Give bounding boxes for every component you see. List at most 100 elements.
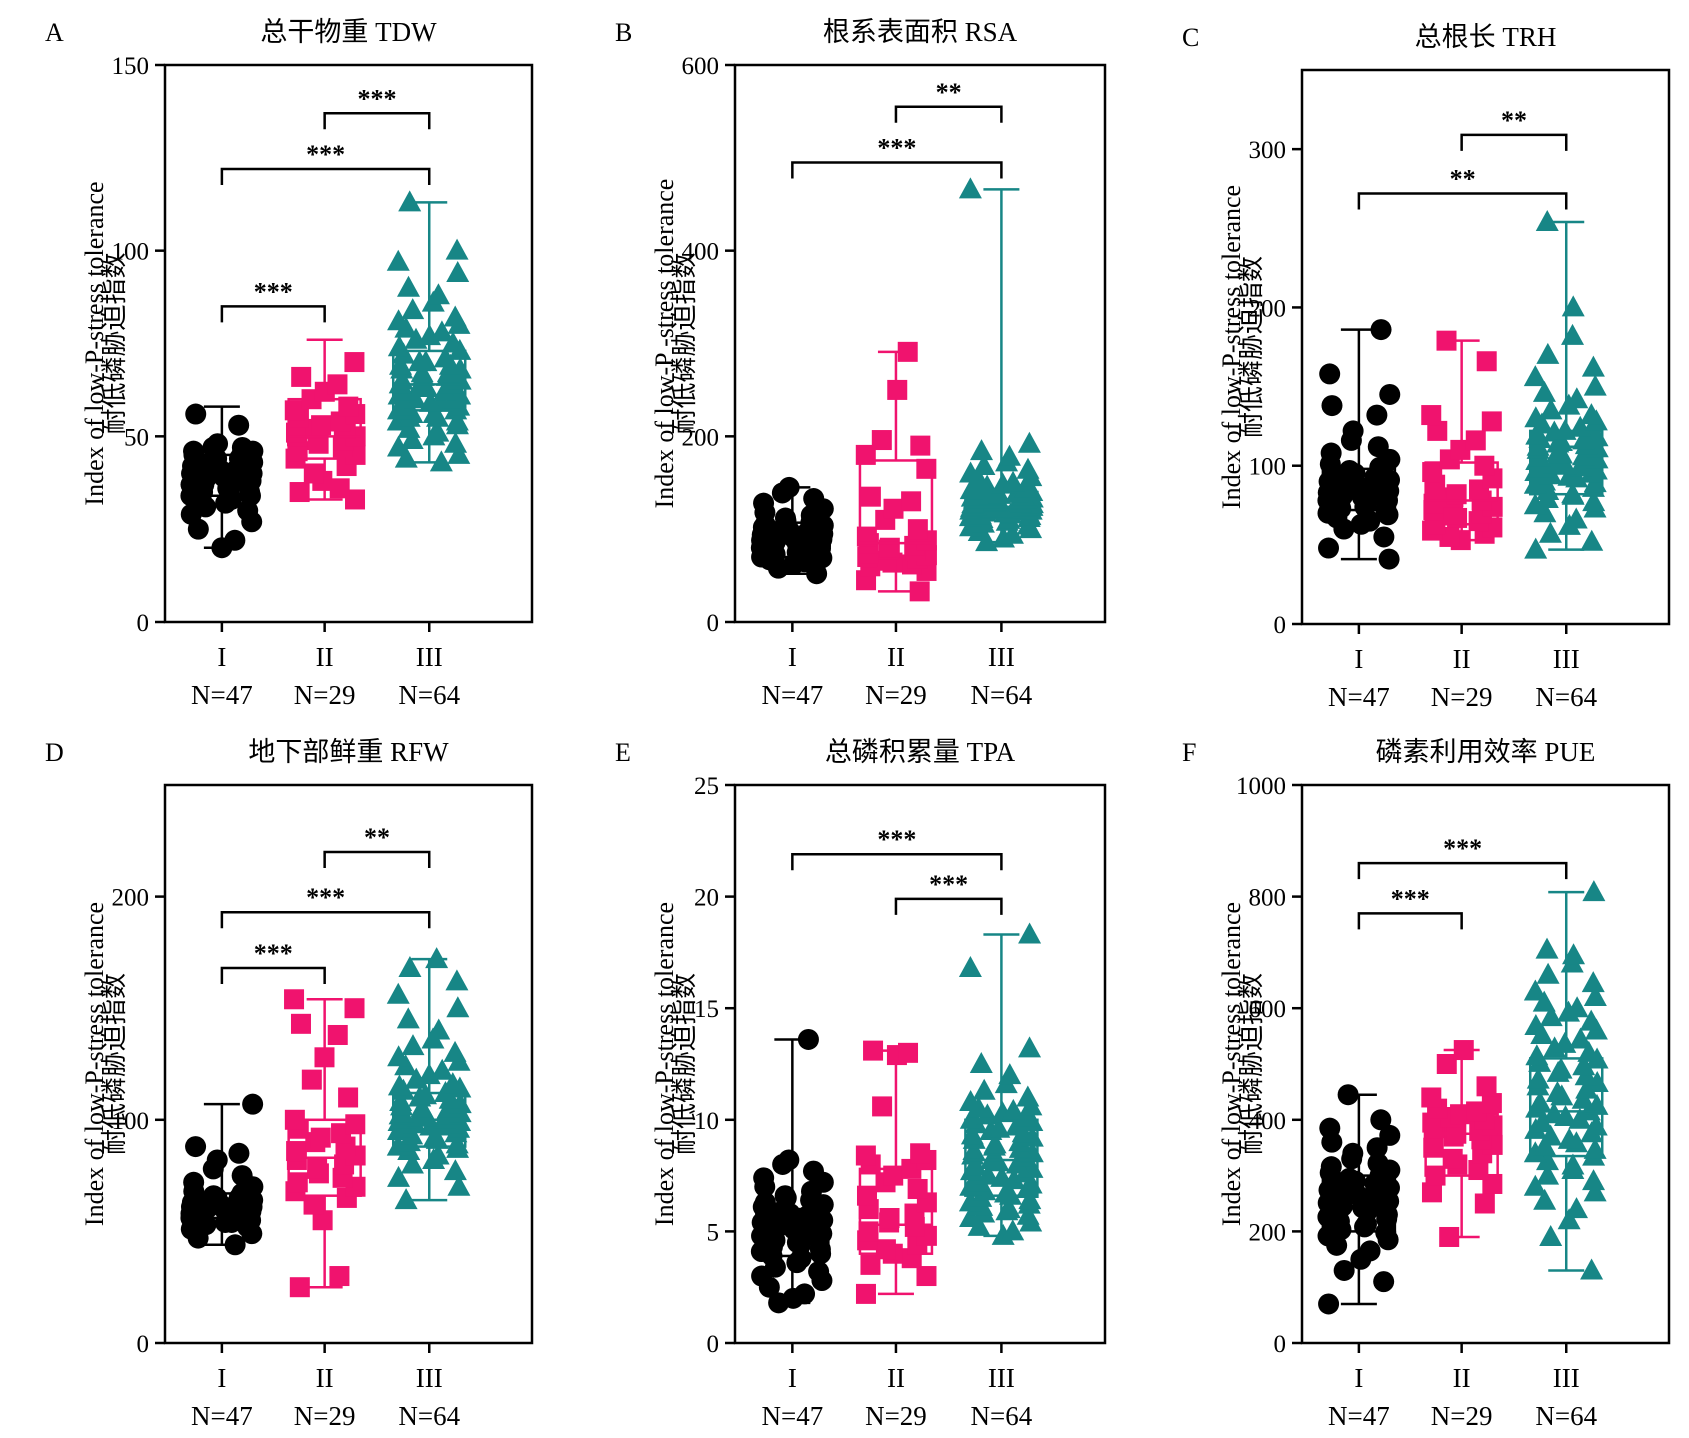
data-point-triangle-icon <box>443 305 467 327</box>
data-point-square-icon <box>289 1277 310 1298</box>
data-point-triangle-icon <box>1016 1203 1040 1225</box>
data-point-circle-icon <box>231 436 253 458</box>
panel-title: 根系表面积 RSA <box>823 17 1018 47</box>
group-count-label: N=64 <box>1535 682 1597 712</box>
data-point-square-icon <box>1474 1193 1495 1214</box>
data-point-circle-icon <box>794 1283 816 1305</box>
group-I: I N=47 <box>750 476 834 710</box>
bracket-line <box>894 105 1003 123</box>
data-point-circle-icon <box>753 492 775 514</box>
data-point-triangle-icon <box>387 309 411 331</box>
x-tick-label: III <box>416 1363 443 1393</box>
bracket-line <box>220 910 431 929</box>
x-tick-label: III <box>1553 644 1580 674</box>
data-point-triangle-icon <box>1579 403 1603 425</box>
data-point-square-icon <box>1421 405 1442 426</box>
y-axis-label-cn: 耐低磷胁迫指数 <box>100 973 129 1155</box>
data-point-triangle-icon <box>983 1132 1007 1154</box>
data-point-square-icon <box>910 1143 931 1164</box>
y-axis-label-en: Index of low-P-stress tolerance <box>650 902 679 1226</box>
data-point-triangle-icon <box>398 190 422 212</box>
data-point-triangle-icon <box>1557 464 1581 486</box>
data-point-square-icon <box>327 374 348 395</box>
data-point-square-icon <box>897 341 918 362</box>
data-point-triangle-icon <box>1016 1085 1040 1107</box>
data-point-triangle-icon <box>980 1147 1004 1169</box>
data-points <box>1523 880 1609 1280</box>
data-point-triangle-icon <box>1000 522 1024 544</box>
data-point-triangle-icon <box>994 1181 1018 1203</box>
data-point-square-icon <box>856 1185 877 1206</box>
data-point-square-icon <box>856 526 877 547</box>
data-point-triangle-icon <box>426 283 450 305</box>
data-point-circle-icon <box>1320 1156 1342 1178</box>
data-point-circle-icon <box>1320 442 1342 464</box>
data-point-triangle-icon <box>1538 521 1562 543</box>
data-point-square-icon <box>1466 1101 1487 1122</box>
data-point-square-icon <box>1425 1165 1446 1186</box>
data-point-square-icon <box>916 1266 937 1287</box>
y-tick-label: 600 <box>682 53 720 80</box>
data-point-triangle-icon <box>445 238 469 260</box>
y-tick-label: 150 <box>112 53 150 80</box>
data-point-circle-icon <box>1338 1167 1360 1189</box>
data-point-square-icon <box>311 415 332 436</box>
group-count-label: N=47 <box>191 680 253 710</box>
data-point-triangle-icon <box>1568 415 1592 437</box>
data-point-triangle-icon <box>1580 1258 1604 1280</box>
data-point-triangle-icon <box>410 1096 434 1118</box>
y-tick-label: 100 <box>112 239 150 266</box>
data-point-triangle-icon <box>958 956 982 978</box>
data-point-circle-icon <box>1379 383 1401 405</box>
data-point-triangle-icon <box>389 353 413 375</box>
plot-frame <box>1300 783 1671 1345</box>
data-point-square-icon <box>901 1158 922 1179</box>
group-III: III N=64 <box>386 947 472 1431</box>
data-point-square-icon <box>1422 462 1443 483</box>
data-point-square-icon <box>1421 1182 1442 1203</box>
data-point-circle-icon <box>1370 319 1392 341</box>
x-tick-label: I <box>1354 1363 1363 1393</box>
data-point-triangle-icon <box>1561 323 1585 345</box>
y-axis-label-en: Index of low-P-stress tolerance <box>80 902 109 1226</box>
x-tick-label: III <box>988 1363 1015 1393</box>
data-point-triangle-icon <box>425 947 449 969</box>
data-point-triangle-icon <box>400 428 424 450</box>
data-point-circle-icon <box>1342 420 1364 442</box>
y-axis-label-cn: 耐低磷胁迫指数 <box>1237 256 1266 438</box>
data-point-square-icon <box>1439 1226 1460 1247</box>
data-point-triangle-icon <box>394 1188 418 1210</box>
significance-stars: *** <box>1443 834 1482 863</box>
data-point-triangle-icon <box>443 1159 467 1181</box>
data-point-triangle-icon <box>1577 1040 1601 1062</box>
data-point-circle-icon <box>1319 1117 1341 1139</box>
panel-f: F 磷素利用效率 PUE 0 200 400 600 800 1000 耐低磷胁迫指数Index… <box>1182 737 1671 1431</box>
data-point-triangle-icon <box>1583 985 1607 1007</box>
data-point-square-icon <box>314 1047 335 1068</box>
data-point-triangle-icon <box>426 1143 450 1165</box>
data-point-triangle-icon <box>386 435 410 457</box>
x-tick-label: I <box>788 1363 797 1393</box>
data-point-circle-icon <box>242 1093 264 1115</box>
group-II: II N=29 <box>1421 330 1503 712</box>
y-tick-label: 0 <box>707 1331 720 1358</box>
data-point-triangle-icon <box>998 1063 1022 1085</box>
y-tick-label: 0 <box>707 610 720 637</box>
y-tick-label: 200 <box>1249 295 1287 322</box>
y-tick-label: 200 <box>112 885 150 912</box>
data-point-square-icon <box>883 1165 904 1186</box>
data-point-circle-icon <box>228 414 250 436</box>
data-point-triangle-icon <box>1524 537 1548 559</box>
significance-bracket: ** <box>894 78 1003 123</box>
data-point-triangle-icon <box>1585 1070 1609 1092</box>
data-point-triangle-icon <box>1532 990 1556 1012</box>
data-point-triangle-icon <box>447 1174 471 1196</box>
data-point-circle-icon <box>1370 1109 1392 1131</box>
data-point-circle-icon <box>774 507 796 529</box>
data-point-triangle-icon <box>1536 1149 1560 1171</box>
data-point-triangle-icon <box>1582 490 1606 512</box>
significance-stars: *** <box>254 277 293 306</box>
data-point-triangle-icon <box>1014 476 1038 498</box>
data-point-square-icon <box>907 519 928 540</box>
